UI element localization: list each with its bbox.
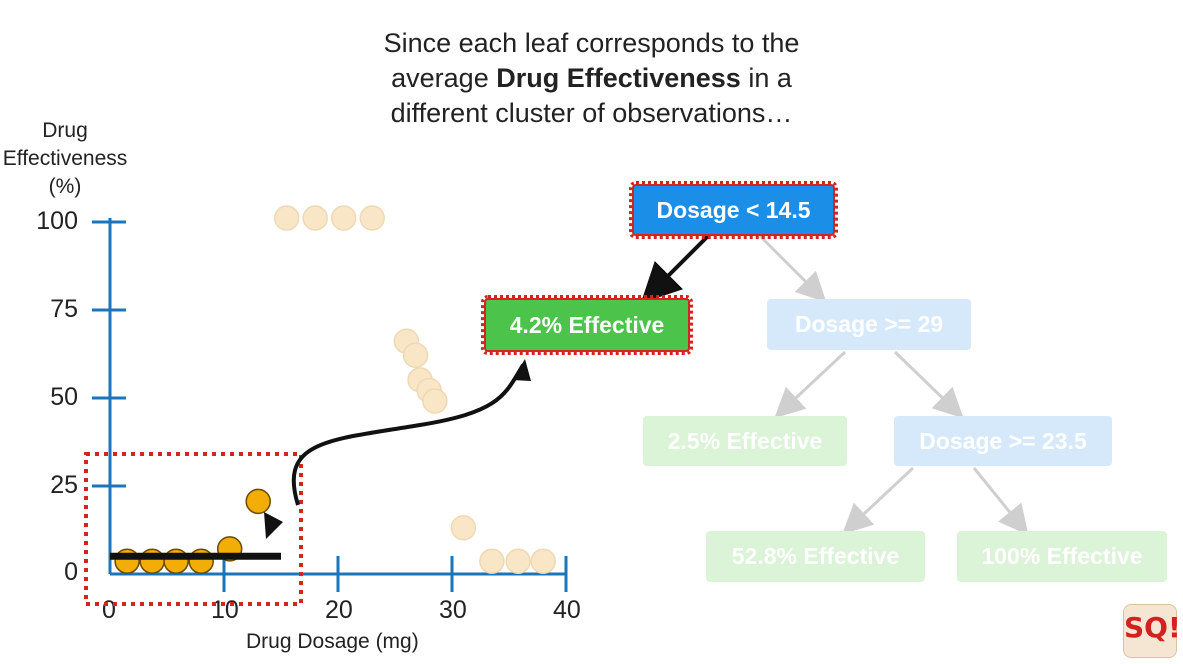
faded-point-2 bbox=[330, 205, 357, 231]
faded-point-12 bbox=[530, 548, 556, 574]
logo-text: SQ! bbox=[1124, 611, 1181, 644]
faded-point-11 bbox=[505, 548, 531, 574]
highlighted-point-5 bbox=[245, 488, 271, 515]
edge-29-to-node-23-5 bbox=[893, 350, 964, 419]
faded-point-0 bbox=[273, 205, 300, 231]
caption-emphasis: Drug Effectiveness bbox=[496, 63, 741, 93]
leaf-2-5-effective: 2.5% Effective bbox=[643, 416, 847, 466]
x-tick-10: 10 bbox=[211, 596, 239, 624]
x-axis-label: Drug Dosage (mg) bbox=[246, 630, 419, 653]
x-tick-40: 40 bbox=[553, 596, 581, 624]
caption-line-2-post: in a bbox=[740, 63, 792, 93]
statquest-logo: SQ! bbox=[1123, 604, 1181, 658]
x-tick-30: 30 bbox=[439, 596, 467, 624]
root-node: Dosage < 14.5 bbox=[629, 181, 838, 239]
faded-point-8 bbox=[422, 388, 448, 414]
caption-line-2: average Drug Effectiveness in a bbox=[0, 61, 1183, 96]
leaf-52-8-effective: 52.8% Effective bbox=[706, 531, 925, 582]
y-axis-label-line-3: (%) bbox=[48, 175, 82, 198]
y-tick-75: 75 bbox=[50, 295, 78, 323]
faded-point-1 bbox=[302, 205, 328, 231]
edge-23-5-to-leaf-100 bbox=[972, 467, 1029, 536]
leaf-4-2-effective: 4.2% Effective bbox=[481, 295, 693, 355]
node-dosage-29: Dosage >= 29 bbox=[767, 299, 971, 350]
curved-arrow-head-leaf bbox=[512, 359, 531, 381]
faded-points-group bbox=[273, 205, 556, 574]
faded-point-9 bbox=[450, 515, 477, 541]
y-tick-0: 0 bbox=[64, 558, 78, 586]
highlighted-points-group bbox=[114, 488, 271, 574]
edge-root-to-node-29 bbox=[758, 234, 827, 303]
x-tick-20: 20 bbox=[325, 596, 353, 624]
edge-23-5-to-leaf-52-8 bbox=[842, 466, 915, 535]
selection-box bbox=[84, 452, 303, 606]
caption-line-2-pre: average bbox=[391, 63, 497, 93]
y-tick-25: 25 bbox=[50, 471, 78, 499]
edge-29-to-leaf-2-5 bbox=[774, 350, 847, 419]
y-tick-50: 50 bbox=[50, 383, 78, 411]
y-axis-label-line-1: Drug bbox=[42, 119, 88, 142]
y-axis-label-line-2: Effectiveness bbox=[2, 147, 128, 170]
node-dosage-23-5: Dosage >= 23.5 bbox=[894, 416, 1112, 466]
faded-point-5 bbox=[402, 342, 429, 369]
caption-line-3: different cluster of observations… bbox=[390, 98, 793, 128]
curved-arrow-head-box bbox=[264, 512, 283, 539]
y-tick-100: 100 bbox=[36, 207, 78, 235]
faded-point-10 bbox=[479, 548, 505, 574]
leaf-100-effective: 100% Effective bbox=[957, 531, 1167, 582]
faded-point-3 bbox=[359, 205, 385, 231]
curved-arrow bbox=[291, 363, 525, 506]
edge-root-to-leaf bbox=[640, 234, 710, 304]
caption-line-1: Since each leaf corresponds to the bbox=[383, 28, 800, 58]
